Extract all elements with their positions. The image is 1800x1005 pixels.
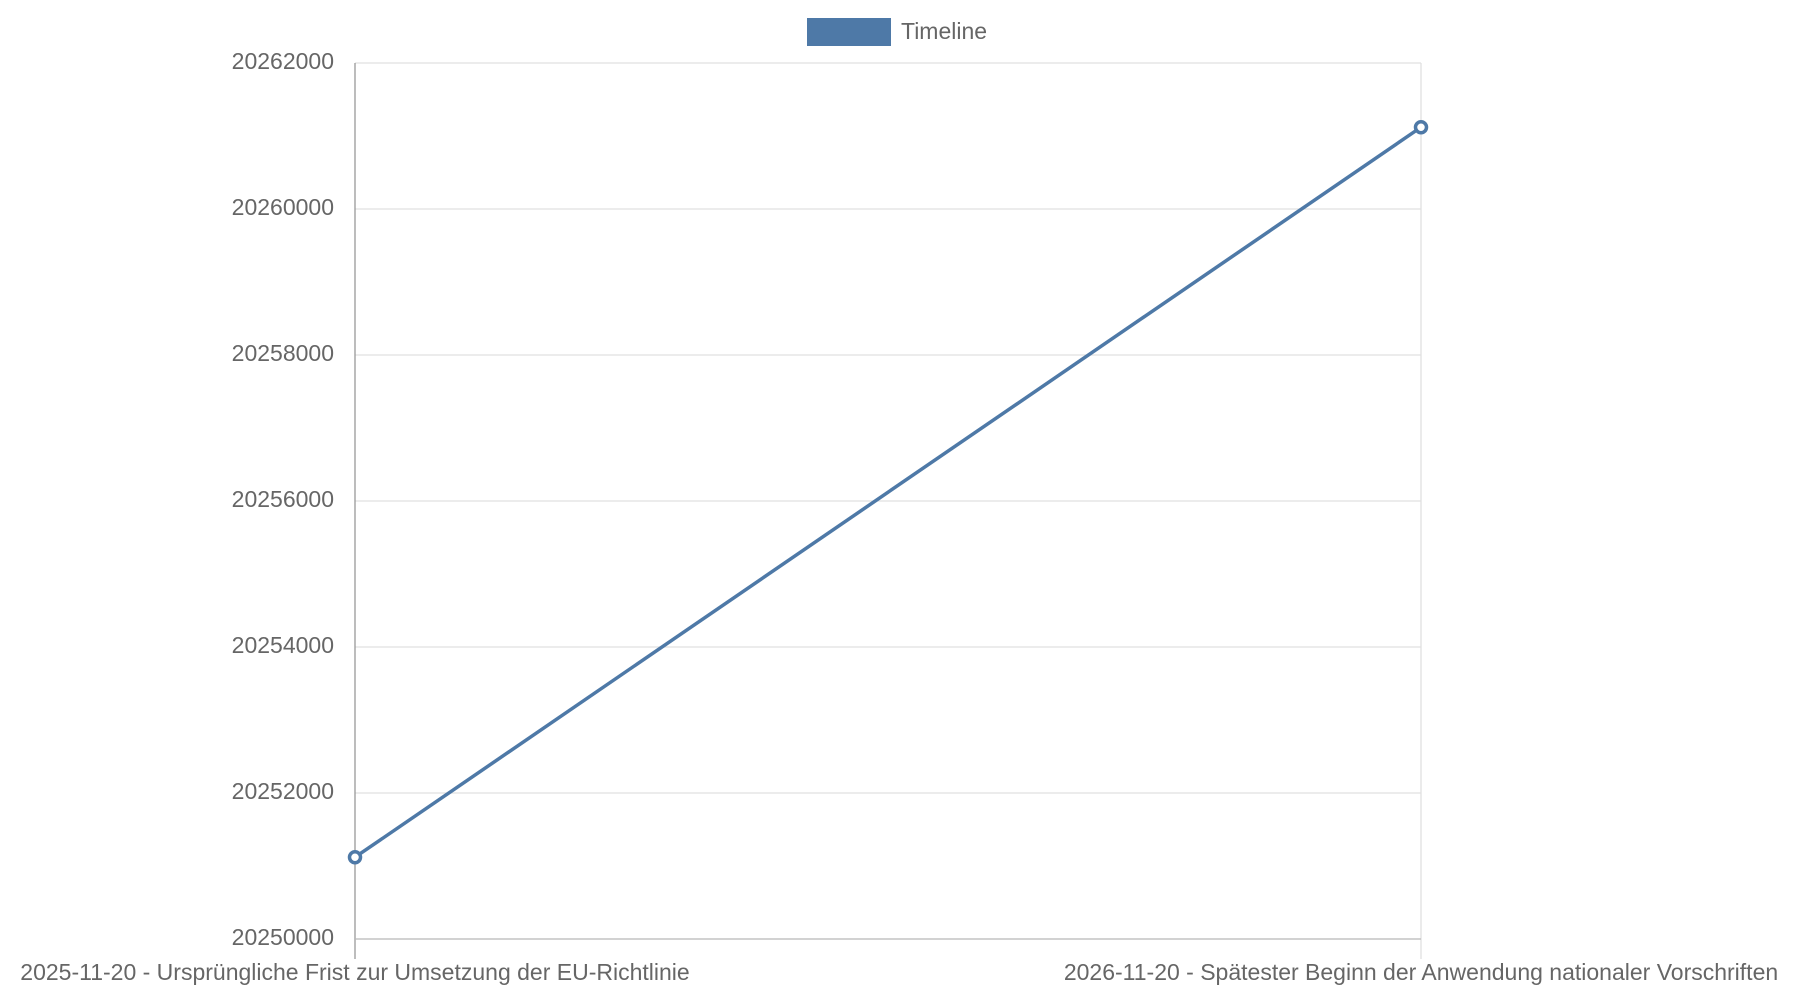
legend-swatch [807, 18, 891, 46]
y-tick-label: 20256000 [232, 486, 334, 512]
data-point [1413, 119, 1429, 135]
legend-label: Timeline [901, 18, 987, 44]
x-tick-label: 2026-11-20 - Spätester Beginn der Anwend… [1064, 959, 1778, 985]
y-tick-label: 20258000 [232, 340, 334, 366]
x-tick-label: 2025-11-20 - Ursprüngliche Frist zur Ums… [20, 959, 689, 985]
y-tick-label: 20250000 [232, 924, 334, 950]
y-tick-label: 20262000 [232, 48, 334, 74]
data-point [347, 849, 363, 865]
y-tick-label: 20254000 [232, 632, 334, 658]
y-tick-label: 20260000 [232, 194, 334, 220]
y-tick-label: 20252000 [232, 778, 334, 804]
line-series [354, 125, 1422, 859]
